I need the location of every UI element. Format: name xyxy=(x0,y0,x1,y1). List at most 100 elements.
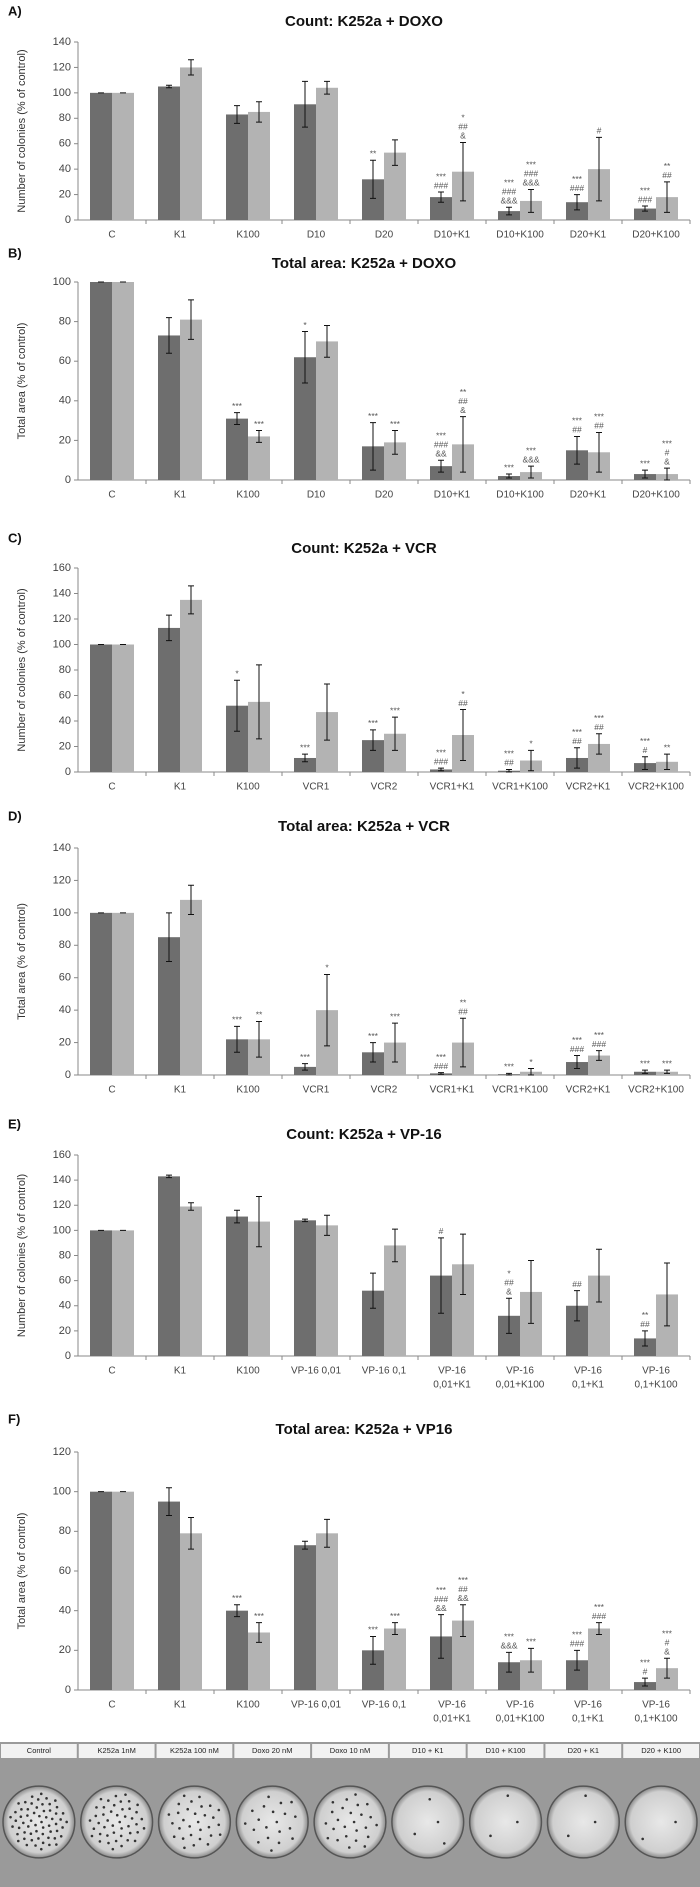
y-tick-label: 40 xyxy=(59,1605,71,1617)
significance-label: *** xyxy=(436,430,447,440)
colony xyxy=(30,1838,34,1842)
x-tick-label: C xyxy=(108,782,115,793)
colony xyxy=(172,1835,176,1839)
x-tick-label: K1 xyxy=(174,782,187,793)
x-tick-label: K100 xyxy=(236,230,260,241)
significance-label: *** xyxy=(436,171,447,181)
significance-label: ## xyxy=(458,1007,468,1017)
bar xyxy=(158,335,180,480)
significance-label: ## xyxy=(594,722,604,732)
colony xyxy=(336,1818,340,1822)
bar xyxy=(180,899,202,1075)
x-tick-label: D10 xyxy=(307,490,326,501)
error-bar xyxy=(370,422,376,471)
colony xyxy=(142,1827,146,1830)
colony xyxy=(133,1839,137,1843)
colony xyxy=(266,1836,270,1840)
colony xyxy=(271,1810,275,1814)
error-bar xyxy=(506,1651,512,1673)
significance-label: *** xyxy=(436,1052,447,1062)
colony xyxy=(217,1808,221,1812)
panel-label: D) xyxy=(8,808,22,823)
error-bar xyxy=(642,1069,648,1074)
significance-label: *** xyxy=(436,747,447,757)
colony xyxy=(41,1832,45,1836)
error-bar xyxy=(664,753,670,770)
bar xyxy=(520,1291,542,1356)
panel-label: B) xyxy=(8,245,22,260)
y-tick-label: 60 xyxy=(59,138,71,150)
x-tick-label: VCR1 xyxy=(303,1085,330,1096)
significance-label: # xyxy=(643,745,648,755)
significance-label: *** xyxy=(232,401,243,411)
colony xyxy=(103,1825,106,1829)
x-tick-label: VP-16 xyxy=(506,1366,534,1377)
bar xyxy=(180,1206,202,1356)
significance-label: *** xyxy=(232,1593,243,1603)
error-bar xyxy=(166,317,172,354)
bar xyxy=(316,1225,338,1356)
y-tick-label: 80 xyxy=(59,939,71,951)
significance-label: *** xyxy=(640,458,651,468)
y-tick-label: 100 xyxy=(53,276,71,288)
y-tick-label: 120 xyxy=(53,1446,71,1458)
x-tick-label: VP-16 xyxy=(642,1366,670,1377)
colony xyxy=(41,1841,45,1845)
significance-label: ### xyxy=(570,1639,584,1649)
error-bar xyxy=(256,1195,262,1248)
caption-bg xyxy=(623,1744,699,1758)
x-tick-label: D20 xyxy=(375,230,394,241)
x-tick-label: K1 xyxy=(174,1366,187,1377)
colony xyxy=(47,1824,51,1827)
error-bar xyxy=(324,80,330,95)
colony xyxy=(641,1837,644,1841)
colony xyxy=(251,1809,254,1813)
significance-label: ### xyxy=(434,1594,448,1604)
x-tick-label: C xyxy=(108,1700,115,1711)
colony xyxy=(183,1846,186,1850)
bar xyxy=(498,211,520,220)
significance-label: ### xyxy=(592,1611,606,1621)
colony xyxy=(212,1816,215,1819)
colony xyxy=(209,1834,213,1837)
chart-title: Total area: K252a + DOXO xyxy=(272,255,457,272)
x-tick-label: D20+K100 xyxy=(632,230,680,241)
error-bar xyxy=(302,1540,308,1550)
significance-label: *** xyxy=(504,178,515,188)
panel-label: A) xyxy=(8,3,22,18)
error-bar xyxy=(460,1233,466,1295)
bar xyxy=(294,357,316,480)
colony xyxy=(23,1831,26,1834)
x-tick-label: 0,01+K1 xyxy=(433,1714,471,1725)
colony xyxy=(265,1826,268,1829)
colony xyxy=(34,1844,37,1847)
colony xyxy=(40,1820,43,1824)
colony xyxy=(178,1827,181,1830)
bar xyxy=(316,341,338,480)
error-bar xyxy=(392,1622,398,1635)
y-axis-label: Total area (% of control) xyxy=(16,1513,28,1630)
significance-label: *** xyxy=(594,1602,605,1612)
significance-label: ** xyxy=(642,1310,649,1320)
bar xyxy=(226,1039,248,1075)
error-bar xyxy=(166,614,172,642)
x-tick-label: VCR1+K100 xyxy=(492,782,548,793)
colony xyxy=(16,1832,19,1836)
colony xyxy=(171,1821,174,1825)
bar xyxy=(158,937,180,1075)
colony xyxy=(181,1837,185,1840)
significance-label: ** xyxy=(370,148,377,158)
significance-label: ### xyxy=(434,439,448,449)
significance-label: ## xyxy=(458,1584,468,1594)
colony xyxy=(114,1839,118,1843)
error-bar xyxy=(642,756,648,770)
error-bar xyxy=(664,467,670,481)
x-tick-label: VP-16 xyxy=(438,1700,466,1711)
significance-label: &&& xyxy=(522,454,539,464)
significance-label: ** xyxy=(460,998,467,1008)
significance-label: *** xyxy=(504,749,515,759)
significance-label: *** xyxy=(390,1611,401,1621)
colony xyxy=(516,1820,519,1824)
bar xyxy=(226,705,248,772)
chart-title: Total area: K252a + VCR xyxy=(278,818,450,835)
